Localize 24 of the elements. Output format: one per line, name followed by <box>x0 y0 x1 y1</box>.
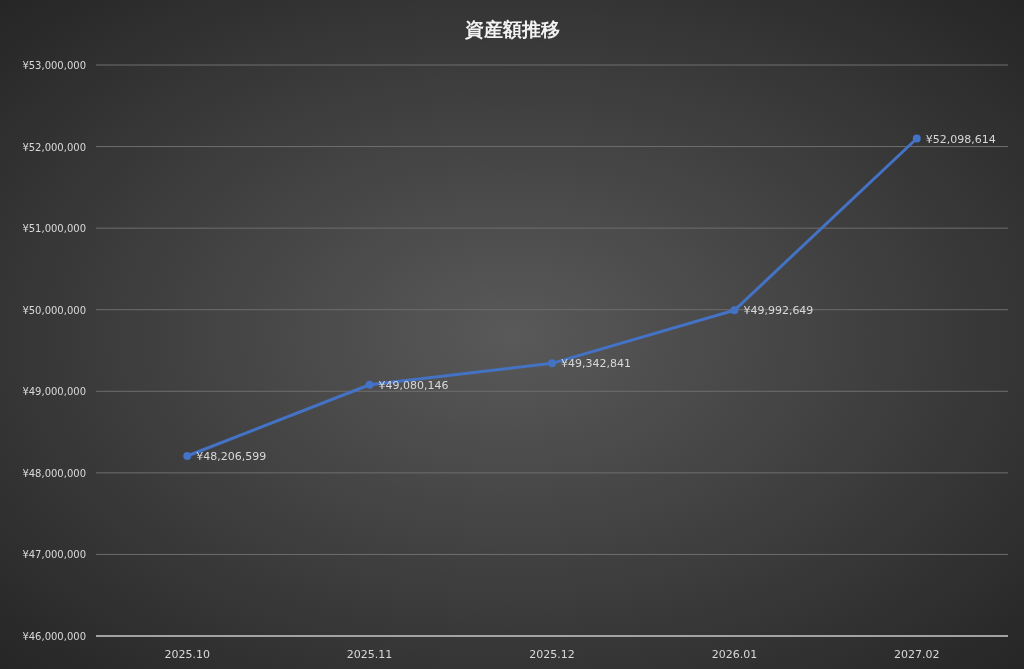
data-label: ¥49,342,841 <box>561 357 631 371</box>
y-tick-label: ¥51,000,000 <box>22 223 86 235</box>
y-tick-label: ¥48,000,000 <box>22 467 86 479</box>
point <box>548 359 556 368</box>
point <box>730 306 739 315</box>
y-tick-label: ¥52,000,000 <box>22 141 86 153</box>
y-tick-label: ¥47,000,000 <box>22 549 86 561</box>
y-tick-label: ¥46,000,000 <box>22 631 86 642</box>
x-tick-label: 2027.02 <box>894 648 940 661</box>
data-label: ¥48,206,599 <box>196 450 267 463</box>
point <box>365 380 374 389</box>
x-tick-label: 2025.11 <box>346 648 393 661</box>
x-tick-label: 2025.10 <box>164 648 210 661</box>
x-tick-label: 2025.12 <box>529 648 575 661</box>
data-label: ¥49,992,649 <box>743 304 814 318</box>
y-tick-label: ¥49,000,000 <box>22 386 86 398</box>
data-label: ¥49,080,146 <box>378 378 449 392</box>
chart-title: 資産額推移 <box>463 18 560 40</box>
point <box>912 134 921 143</box>
point <box>183 452 192 460</box>
x-tick-label: 2026.01 <box>711 648 758 661</box>
y-tick-label: ¥50,000,000 <box>22 304 86 316</box>
y-tick-label: ¥53,000,000 <box>22 60 86 71</box>
data-label: ¥52,098,614 <box>925 132 996 146</box>
